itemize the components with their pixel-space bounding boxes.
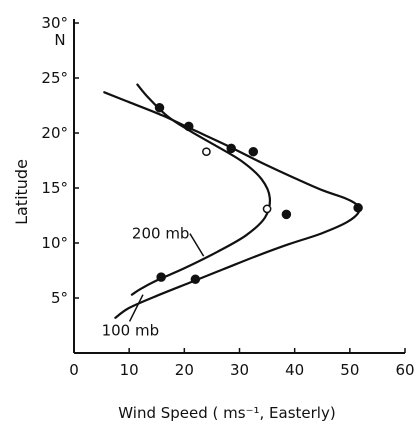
data-point-filled (281, 209, 292, 220)
x-axis-title: Wind Speed ( ms⁻¹, Easterly) (118, 404, 335, 422)
curve-label: 200 mb (132, 225, 190, 243)
data-point-filled (183, 121, 194, 132)
curve-label: 100 mb (102, 321, 160, 339)
curve-200-mb (130, 83, 272, 296)
curve-label-leader (189, 233, 205, 257)
x-tick-label: 10 (120, 361, 139, 379)
data-point-filled (156, 272, 166, 282)
data-point-filled (154, 102, 165, 113)
curve-label-leader (128, 294, 144, 322)
data-point-filled (248, 146, 259, 157)
chart-axes: 0 10 20 30 40 50 60 5° 10° 15° 20° 25° 30°N (41, 14, 414, 379)
data-point-filled (190, 274, 201, 285)
chart-plot-area (103, 83, 363, 319)
data-point-filled (353, 203, 363, 213)
y-tick-label: 10° (41, 234, 68, 252)
x-tick-label: 50 (340, 361, 359, 379)
x-tick-label: 0 (69, 361, 79, 379)
y-tick-label: 20° (41, 124, 68, 142)
chart-labels: Wind Speed ( ms⁻¹, Easterly) Latitude 200 … (12, 159, 336, 422)
y-tick-label: 30° (41, 14, 68, 32)
data-point-open (202, 147, 211, 157)
y-axis-title: Latitude (12, 159, 31, 225)
x-tick-label: 30 (230, 361, 249, 379)
data-point-open (262, 204, 272, 214)
curve-100-mb (103, 91, 361, 319)
y-unit-label: N (54, 31, 65, 49)
x-tick-label: 20 (175, 361, 194, 379)
y-tick-label: 25° (41, 69, 68, 87)
x-tick-label: 60 (395, 361, 414, 379)
y-tick-label: 5° (51, 289, 68, 307)
data-point-filled (226, 143, 236, 154)
y-tick-label: 15° (41, 179, 68, 197)
x-tick-label: 40 (285, 361, 304, 379)
